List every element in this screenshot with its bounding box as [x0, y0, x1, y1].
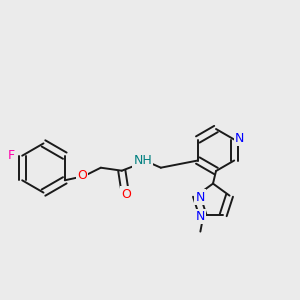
- Text: N: N: [196, 210, 205, 223]
- Text: NH: NH: [134, 154, 152, 167]
- Text: O: O: [122, 188, 131, 201]
- Text: N: N: [195, 190, 205, 204]
- Text: N: N: [235, 131, 244, 145]
- Text: O: O: [77, 169, 87, 182]
- Text: F: F: [8, 149, 15, 162]
